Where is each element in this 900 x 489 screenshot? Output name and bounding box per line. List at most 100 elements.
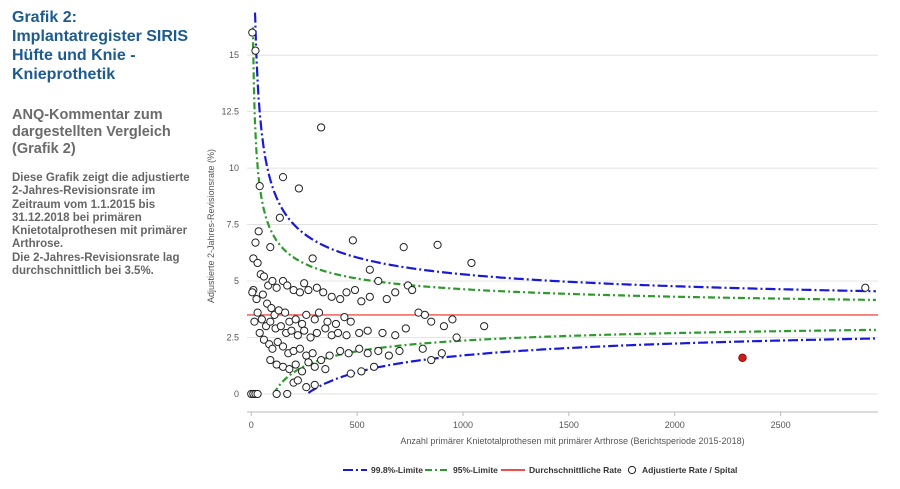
data-point xyxy=(391,331,400,340)
data-point xyxy=(297,367,307,376)
data-point xyxy=(401,324,410,333)
data-point xyxy=(252,294,261,304)
data-point xyxy=(253,258,262,268)
data-point xyxy=(278,342,288,351)
data-point xyxy=(258,290,267,299)
data-point xyxy=(355,344,364,353)
data-point xyxy=(297,319,307,329)
data-point xyxy=(312,283,321,292)
data-point xyxy=(333,328,343,338)
legend-label-3: Durchschnittliche Rate xyxy=(529,465,622,475)
data-point xyxy=(357,297,366,306)
data-point xyxy=(325,351,334,360)
data-point xyxy=(348,236,357,245)
data-point xyxy=(291,360,300,369)
data-point xyxy=(253,308,262,317)
data-point xyxy=(267,304,276,313)
data-point xyxy=(272,283,281,292)
x-tick-label: 0 xyxy=(249,420,254,430)
data-point xyxy=(266,317,275,326)
legend-swatch-4 xyxy=(627,465,637,475)
data-point xyxy=(302,310,311,319)
data-point xyxy=(272,389,281,399)
x-tick-label: 2500 xyxy=(771,420,791,430)
data-point xyxy=(427,317,436,326)
data-point xyxy=(266,355,275,365)
data-point xyxy=(336,346,345,356)
data-point xyxy=(418,344,427,353)
y-tick-label: 7.5 xyxy=(226,220,239,230)
x-tick-label: 1500 xyxy=(559,420,579,430)
comment-heading: ANQ-Kommentar zum dargestellten Vergleic… xyxy=(12,107,171,157)
y-axis-title: Adjustierte 2-Jahres-Revisionsrate (%) xyxy=(206,149,216,303)
data-point xyxy=(480,322,489,331)
data-point xyxy=(255,182,264,191)
data-point xyxy=(300,279,309,288)
data-point xyxy=(327,292,336,301)
data-point xyxy=(259,335,269,344)
data-point xyxy=(276,322,285,331)
data-point xyxy=(342,331,351,340)
data-point xyxy=(395,346,404,356)
x-tick-label: 500 xyxy=(350,420,365,430)
data-point xyxy=(384,351,393,360)
data-point xyxy=(268,344,277,353)
data-point xyxy=(310,315,319,324)
data-point xyxy=(344,349,353,358)
data-point xyxy=(310,380,319,389)
limit-95-lower xyxy=(272,328,876,395)
data-point xyxy=(312,328,321,338)
y-tick-label: 15 xyxy=(229,50,239,60)
data-point xyxy=(275,213,284,222)
x-tick-label: 2000 xyxy=(665,420,685,430)
data-point xyxy=(331,319,341,329)
data-point xyxy=(248,288,257,297)
data-point xyxy=(350,285,360,295)
data-point xyxy=(251,46,260,55)
data-point xyxy=(314,308,324,317)
data-point xyxy=(399,243,408,252)
data-point xyxy=(255,328,264,338)
x-tick-label: 1000 xyxy=(453,420,473,430)
data-point xyxy=(378,328,387,338)
data-point xyxy=(363,349,372,358)
data-point xyxy=(293,331,302,340)
data-point xyxy=(342,288,351,297)
y-tick-label: 0 xyxy=(234,389,239,399)
data-point xyxy=(391,288,400,297)
data-point xyxy=(308,254,317,263)
data-point xyxy=(355,328,364,338)
data-point xyxy=(365,265,374,274)
data-point xyxy=(861,283,870,292)
data-point xyxy=(452,333,461,342)
data-point xyxy=(287,326,296,335)
data-point xyxy=(321,364,330,374)
data-point xyxy=(266,243,275,252)
data-point xyxy=(448,315,457,324)
data-point xyxy=(257,315,266,324)
data-point xyxy=(363,326,372,335)
y-tick-label: 2.5 xyxy=(226,332,239,342)
page-title: Grafik 2: Implantatregister SIRIS Hüfte … xyxy=(12,9,189,83)
data-point xyxy=(294,184,303,193)
data-point xyxy=(251,238,260,247)
data-point xyxy=(293,376,302,385)
data-point xyxy=(467,258,476,268)
legend-label-1: 99.8%-Limite xyxy=(371,465,423,475)
data-point xyxy=(346,317,355,326)
data-point xyxy=(300,326,309,335)
comment-text: Diese Grafik zeigt die adjustierte 2-Jah… xyxy=(12,172,190,278)
y-tick-label: 10 xyxy=(229,163,239,173)
data-point xyxy=(248,28,257,37)
data-point xyxy=(278,173,288,182)
data-point xyxy=(310,362,319,371)
y-tick-label: 5 xyxy=(234,276,239,286)
legend-label-4: Adjustierte Rate / Spital xyxy=(642,465,737,475)
data-point xyxy=(319,288,328,297)
y-tick-label: 12.5 xyxy=(221,107,239,117)
data-point xyxy=(433,240,442,249)
data-point xyxy=(308,349,317,358)
data-point xyxy=(408,285,417,295)
data-point xyxy=(306,333,315,342)
